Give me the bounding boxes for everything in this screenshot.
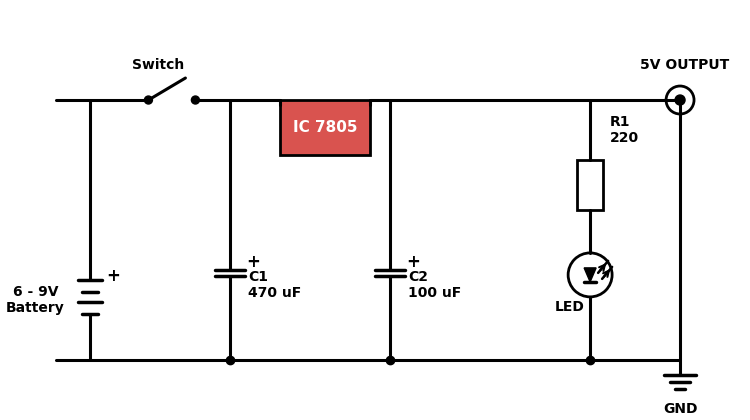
Text: +: +: [246, 253, 260, 271]
Circle shape: [145, 96, 152, 104]
Text: GND: GND: [663, 402, 698, 416]
Text: 5V OUTPUT: 5V OUTPUT: [640, 58, 730, 72]
Text: Switch: Switch: [132, 58, 184, 72]
Text: IC 7805: IC 7805: [293, 121, 358, 136]
Text: 6 - 9V
Battery: 6 - 9V Battery: [6, 285, 65, 315]
Bar: [578, 160, 603, 210]
Circle shape: [675, 95, 685, 105]
Circle shape: [191, 96, 200, 104]
Circle shape: [568, 253, 612, 297]
Polygon shape: [584, 268, 596, 282]
Text: +: +: [406, 253, 420, 271]
Text: LED: LED: [555, 300, 585, 314]
Bar: [280, 100, 370, 155]
Text: C2
100 uF: C2 100 uF: [408, 270, 461, 300]
Text: C1
470 uF: C1 470 uF: [248, 270, 302, 300]
Text: +: +: [106, 267, 120, 285]
Text: R1
220: R1 220: [610, 115, 639, 145]
Circle shape: [666, 86, 694, 114]
